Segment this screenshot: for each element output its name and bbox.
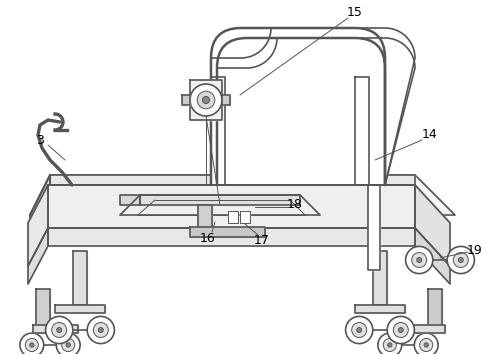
Text: 19: 19: [467, 244, 483, 257]
Polygon shape: [190, 227, 265, 237]
Circle shape: [20, 333, 44, 354]
Polygon shape: [373, 251, 387, 305]
Polygon shape: [120, 195, 320, 215]
Polygon shape: [428, 289, 442, 327]
Polygon shape: [30, 175, 455, 215]
Circle shape: [197, 91, 215, 109]
Polygon shape: [190, 80, 222, 120]
Polygon shape: [73, 251, 87, 305]
Polygon shape: [415, 228, 450, 284]
Polygon shape: [211, 77, 225, 185]
Polygon shape: [50, 186, 415, 215]
Circle shape: [203, 97, 210, 103]
Circle shape: [190, 84, 222, 116]
Polygon shape: [48, 228, 415, 246]
Polygon shape: [33, 325, 78, 333]
Polygon shape: [28, 228, 48, 284]
Circle shape: [414, 333, 438, 354]
Circle shape: [93, 322, 108, 337]
Circle shape: [405, 246, 433, 274]
Polygon shape: [30, 175, 50, 243]
Polygon shape: [182, 95, 190, 105]
Polygon shape: [30, 175, 50, 243]
Circle shape: [378, 333, 402, 354]
Circle shape: [87, 316, 115, 344]
Text: 17: 17: [254, 234, 270, 246]
Circle shape: [98, 327, 103, 332]
Circle shape: [412, 252, 427, 268]
Polygon shape: [28, 185, 48, 266]
Polygon shape: [55, 305, 105, 313]
Polygon shape: [36, 289, 50, 327]
Polygon shape: [120, 195, 140, 205]
Circle shape: [25, 338, 38, 352]
Text: 16: 16: [200, 232, 216, 245]
Circle shape: [387, 316, 414, 344]
Polygon shape: [228, 211, 238, 223]
Circle shape: [62, 338, 75, 352]
Circle shape: [56, 333, 80, 354]
Polygon shape: [48, 185, 415, 228]
Circle shape: [447, 246, 475, 274]
Text: 15: 15: [347, 6, 363, 18]
Circle shape: [66, 343, 70, 347]
Circle shape: [57, 327, 62, 332]
Circle shape: [346, 316, 373, 344]
Circle shape: [352, 322, 367, 337]
Polygon shape: [355, 77, 369, 185]
Circle shape: [393, 322, 408, 337]
Polygon shape: [50, 175, 415, 185]
Polygon shape: [217, 38, 415, 185]
Polygon shape: [198, 205, 212, 231]
Polygon shape: [368, 185, 380, 270]
Polygon shape: [415, 185, 450, 266]
Circle shape: [357, 327, 362, 332]
Circle shape: [458, 258, 463, 262]
Polygon shape: [400, 325, 445, 333]
Circle shape: [417, 258, 422, 262]
Circle shape: [52, 322, 67, 337]
Circle shape: [387, 343, 392, 347]
Polygon shape: [222, 95, 230, 105]
Circle shape: [383, 338, 396, 352]
Polygon shape: [240, 211, 250, 223]
Circle shape: [46, 316, 73, 344]
Circle shape: [420, 338, 433, 352]
Text: 14: 14: [422, 129, 438, 142]
Circle shape: [30, 343, 34, 347]
Polygon shape: [355, 305, 405, 313]
Text: 18: 18: [287, 199, 303, 211]
Text: 3: 3: [36, 133, 44, 147]
Circle shape: [453, 252, 468, 268]
Circle shape: [398, 327, 403, 332]
Polygon shape: [140, 195, 300, 205]
Polygon shape: [28, 185, 450, 223]
Circle shape: [424, 343, 428, 347]
